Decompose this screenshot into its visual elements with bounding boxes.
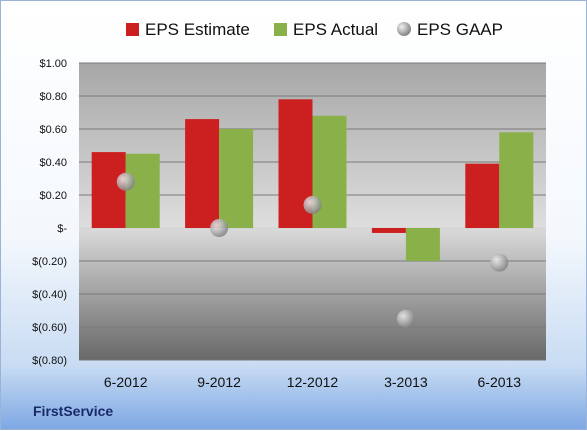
y-tick-label: $0.20 <box>39 190 67 202</box>
bars <box>91 99 534 261</box>
y-tick-label: $- <box>57 223 67 235</box>
eps-gaap-point <box>490 253 509 272</box>
legend-swatch <box>397 22 411 36</box>
legend-swatch <box>274 23 287 36</box>
y-tick-label: $1.00 <box>39 58 67 70</box>
legend-label: EPS GAAP <box>417 20 503 39</box>
eps-gaap-point <box>303 195 322 214</box>
x-tick-label: 6-2013 <box>478 374 522 390</box>
eps-estimate-bar <box>185 119 220 228</box>
eps-estimate-bar <box>371 228 406 233</box>
legend-swatch <box>126 23 139 36</box>
x-tick-label: 3-2013 <box>384 374 428 390</box>
eps-actual-bar <box>219 129 254 228</box>
legend: EPS Estimate EPS Actual EPS GAAP <box>126 20 503 39</box>
legend-label: EPS Actual <box>293 20 378 39</box>
x-tick-label: 12-2012 <box>287 374 339 390</box>
eps-gaap-point <box>116 172 135 191</box>
y-tick-label: $0.80 <box>39 91 67 103</box>
eps-gaap-point <box>210 219 229 237</box>
x-tick-label: 9-2012 <box>197 374 241 390</box>
eps-estimate-bar <box>91 152 126 228</box>
y-tick-label: $(0.80) <box>32 355 67 367</box>
legend-label: EPS Estimate <box>145 20 250 39</box>
y-tick-label: $(0.40) <box>32 289 67 301</box>
y-tick-label: $(0.60) <box>32 322 67 334</box>
company-name: FirstService <box>33 403 114 419</box>
gaap-points <box>116 172 509 328</box>
x-tick-label: 6-2012 <box>104 374 148 390</box>
eps-estimate-bar <box>465 163 500 228</box>
y-axis-ticks: $1.00 $0.80 $0.60 $0.40 $0.20 $- $(0.20) $(0.40… <box>32 58 67 367</box>
y-tick-label: $0.60 <box>39 124 67 136</box>
y-tick-label: $0.40 <box>39 157 67 169</box>
eps-actual-bar <box>125 153 160 228</box>
eps-actual-bar <box>499 132 534 228</box>
eps-gaap-point <box>396 309 415 328</box>
y-tick-label: $(0.20) <box>32 256 67 268</box>
eps-actual-bar <box>405 228 440 261</box>
x-axis-ticks: 6-2012 9-2012 12-2012 3-2013 6-2013 <box>104 374 521 390</box>
